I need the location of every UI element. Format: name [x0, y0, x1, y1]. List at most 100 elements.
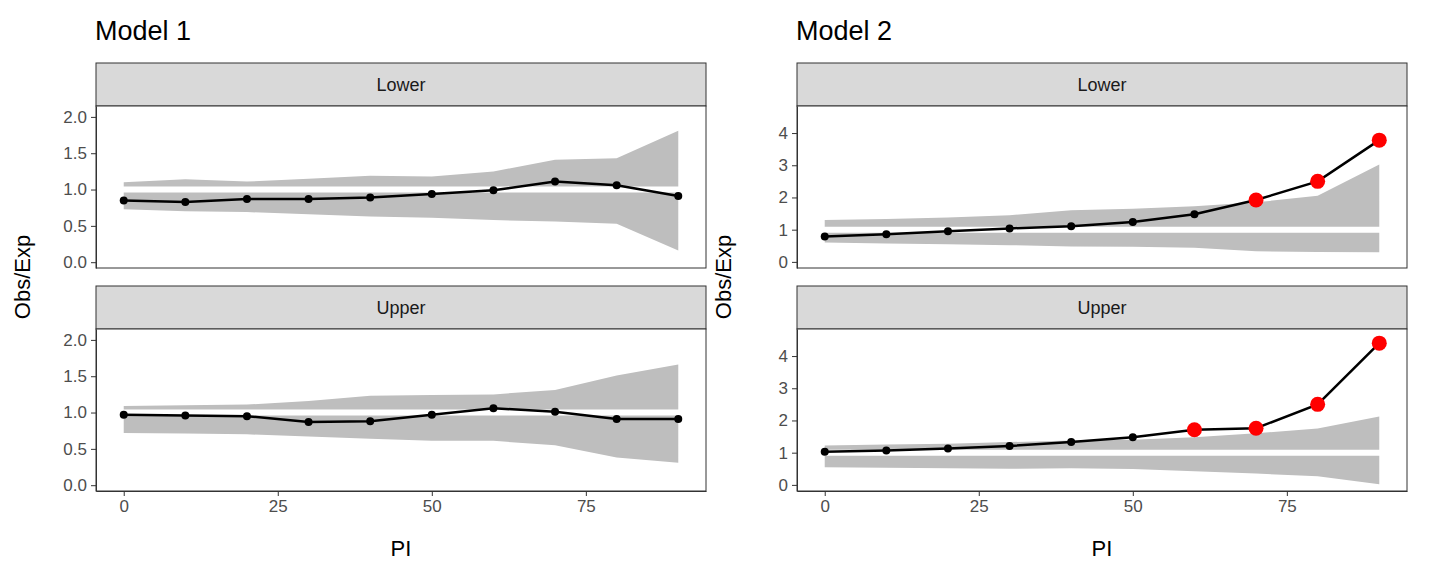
y-tick-label: 0 [779, 476, 788, 495]
y-tick-label: 1.5 [63, 144, 87, 163]
data-point [489, 404, 497, 412]
plot-area [797, 336, 1407, 485]
y-tick-mark [91, 226, 96, 227]
y-tick-mark [792, 420, 797, 421]
y-tick-label: 0 [779, 253, 788, 272]
x-tick: 50 [423, 491, 442, 516]
y-tick: 4 [779, 124, 797, 143]
facet-panel: Upper 0 1 2 3 4 0255075 [779, 286, 1408, 516]
plot-area [797, 133, 1407, 253]
data-point [1006, 442, 1014, 450]
data-point [428, 411, 436, 419]
y-tick-mark [792, 453, 797, 454]
data-point [181, 198, 189, 206]
facet-strip [96, 286, 706, 329]
data-line [825, 343, 1380, 452]
data-point [551, 408, 559, 416]
y-tick: 3 [779, 379, 797, 398]
x-tick-label: 0 [119, 497, 128, 516]
panel-frame [797, 329, 1407, 491]
panel-frame [797, 106, 1407, 268]
data-point [366, 417, 374, 425]
y-tick-mark [792, 197, 797, 198]
data-point [674, 415, 682, 423]
data-line [124, 182, 679, 202]
x-axis-line [97, 491, 707, 492]
y-axis-title: Obs/Exp [711, 235, 736, 319]
y-tick-label: 2 [779, 188, 788, 207]
y-axis-line [797, 107, 798, 269]
y-tick-label: 1.0 [63, 403, 87, 422]
data-point [243, 412, 251, 420]
y-tick: 1.0 [63, 403, 96, 422]
y-tick-label: 1 [779, 444, 788, 463]
model-chart: Model 1Obs/ExpPILower0.00.51.01.52.0Uppe… [10, 16, 707, 561]
y-tick-mark [792, 485, 797, 486]
data-point [821, 448, 829, 456]
y-tick-mark [792, 356, 797, 357]
y-tick: 1 [779, 444, 797, 463]
x-tick-mark [278, 491, 279, 496]
y-tick: 0.5 [63, 217, 96, 236]
panel-frame [96, 106, 706, 268]
x-tick-label: 75 [1278, 497, 1297, 516]
data-point [1067, 222, 1075, 230]
x-tick-mark [825, 491, 826, 496]
data-point [613, 181, 621, 189]
data-point [1249, 193, 1264, 208]
data-point [181, 411, 189, 419]
y-tick-label: 3 [779, 156, 788, 175]
facet-strip [797, 286, 1407, 329]
data-point [489, 186, 497, 194]
y-tick: 2 [779, 411, 797, 430]
y-tick-label: 2 [779, 411, 788, 430]
x-tick-label: 50 [423, 497, 442, 516]
data-point [1190, 210, 1198, 218]
y-tick-label: 1.0 [63, 180, 87, 199]
chart-title: Model 1 [95, 16, 191, 46]
facet-label: Upper [376, 298, 425, 318]
figure: Model 1 Obs/Exp PI Lower 0.0 0.5 1.0 1.5 2.0 Uppe… [0, 0, 1440, 576]
y-tick: 4 [779, 347, 797, 366]
facet-label: Upper [1077, 298, 1126, 318]
facet-panel: Lower01234 [779, 63, 1407, 272]
data-point [1310, 397, 1325, 412]
x-tick: 75 [577, 491, 596, 516]
facet-panel: Lower 0.0 0.5 1.0 1.5 2.0 [63, 63, 706, 272]
y-tick-label: 0.0 [63, 253, 87, 272]
y-tick: 0 [779, 253, 797, 272]
data-point [944, 444, 952, 452]
y-tick: 1.5 [63, 367, 96, 386]
x-axis: 0255075 [97, 491, 707, 516]
data-point [674, 192, 682, 200]
y-tick-label: 2.0 [63, 331, 87, 350]
data-point [1129, 218, 1137, 226]
y-tick: 2.0 [63, 108, 96, 127]
y-tick: 0.0 [63, 476, 96, 495]
x-tick: 25 [970, 491, 989, 516]
y-tick-mark [91, 117, 96, 118]
data-point [305, 418, 313, 426]
y-tick-mark [792, 388, 797, 389]
y-axis: 0.0 0.5 1.0 1.5 2.0 [63, 330, 96, 496]
y-tick-label: 0.5 [63, 440, 87, 459]
y-tick-mark [91, 449, 96, 450]
x-axis: 0255075 [798, 491, 1408, 516]
facet-label: Lower [376, 75, 425, 95]
x-axis-title: PI [1092, 536, 1113, 561]
data-point [366, 194, 374, 202]
y-tick-mark [91, 340, 96, 341]
data-point [305, 195, 313, 203]
x-tick-mark [124, 491, 125, 496]
data-point [1310, 174, 1325, 189]
y-tick-label: 4 [779, 124, 788, 143]
y-tick-label: 1.5 [63, 367, 87, 386]
interval-band [825, 165, 1380, 253]
plot-area [96, 365, 706, 463]
y-tick-mark [792, 262, 797, 263]
y-tick-label: 2.0 [63, 108, 87, 127]
y-tick-label: 0.0 [63, 476, 87, 495]
data-line [124, 408, 679, 422]
y-tick-label: 1 [779, 221, 788, 240]
x-axis-title: PI [391, 536, 412, 561]
